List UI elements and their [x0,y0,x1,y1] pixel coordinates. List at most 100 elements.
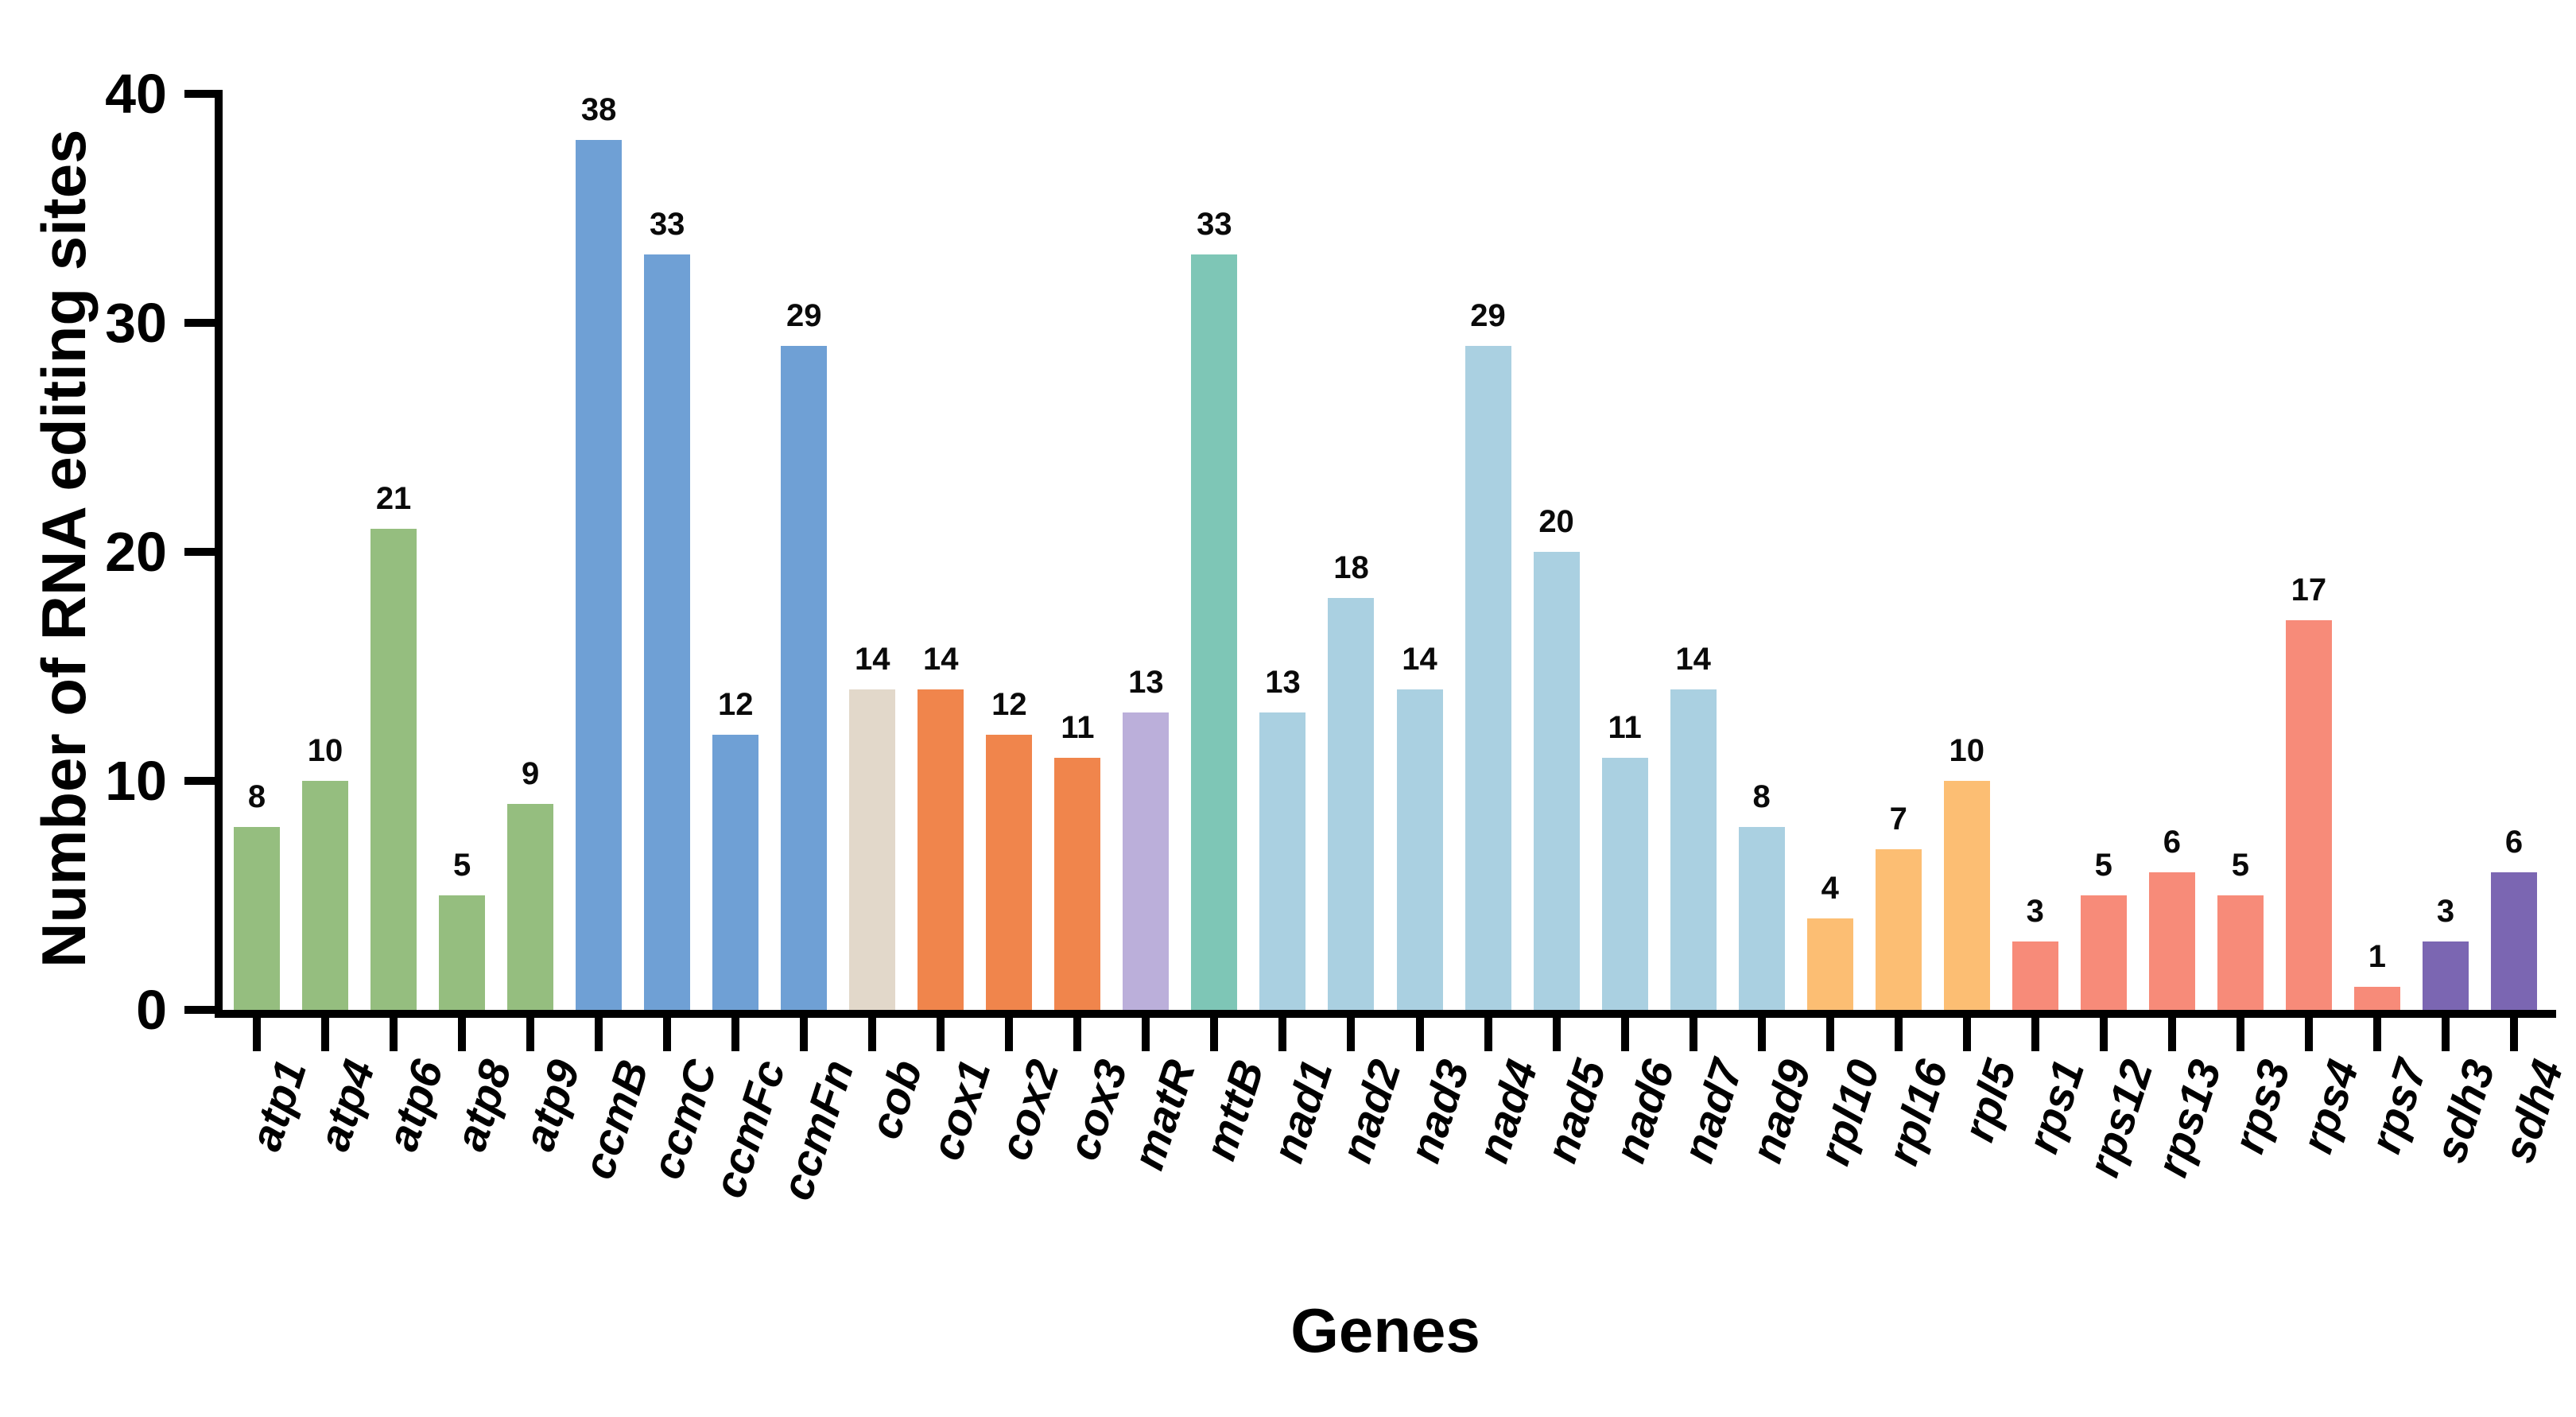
bar-value-label: 33 [1197,206,1232,242]
x-tick [1620,1018,1629,1051]
x-tick [1278,1018,1287,1051]
bar [234,826,280,1010]
bar-value-label: 6 [2163,825,2181,860]
x-tick [2099,1018,2108,1051]
x-tick [800,1018,809,1051]
y-tick-label: 0 [136,979,167,1041]
gene-tick-label: matR [1123,1054,1205,1176]
x-tick [1552,1018,1561,1051]
gene-tick-label: rps1 [2017,1054,2094,1159]
bar [2353,987,2400,1010]
bar-value-label: 9 [522,755,540,791]
x-tick [458,1018,467,1051]
gene-tick-label: atp1 [239,1054,316,1157]
x-tick [1073,1018,1082,1051]
gene-tick-label: rpl10 [1808,1054,1889,1171]
bar-value-label: 29 [1470,297,1506,333]
gene-tick-label: cob [859,1054,932,1145]
bar-value-label: 3 [2026,893,2044,929]
gene-tick-label: nad6 [1604,1054,1684,1169]
x-tick [1894,1018,1903,1051]
bar-value-label: 13 [1128,664,1164,700]
bar [1465,345,1511,1010]
bar [781,345,828,1010]
gene-tick-label: atp9 [513,1054,590,1157]
bar-value-label: 5 [2094,848,2112,883]
bar [1191,254,1238,1010]
gene-tick-label: atp8 [444,1054,522,1157]
x-axis-line [215,1010,2556,1018]
gene-tick-label: sdh3 [2424,1054,2504,1169]
x-tick [2167,1018,2176,1051]
bar [507,803,554,1010]
gene-tick-label: nad9 [1740,1054,1821,1169]
bar-value-label: 21 [375,481,412,517]
gene-tick-label: nad2 [1330,1054,1410,1169]
gene-tick-label: cox2 [988,1054,1069,1167]
x-tick [253,1018,261,1051]
x-tick [390,1018,398,1051]
bar [2012,941,2058,1010]
bar-value-label: 5 [452,848,471,883]
y-tick-label: 30 [105,292,167,354]
gene-tick-label: rps4 [2291,1054,2368,1159]
bar-value-label: 14 [923,641,959,677]
bar [1806,918,1853,1010]
bar [2217,895,2264,1010]
bar-value-label: 11 [1061,710,1095,746]
gene-tick-label: cox1 [920,1054,1000,1167]
bar [1054,758,1101,1010]
bar [2080,895,2127,1010]
y-tick-label: 40 [105,63,167,125]
bar [1670,689,1717,1010]
bar-value-label: 8 [1752,778,1771,814]
x-tick [1757,1018,1766,1051]
y-axis-line [215,90,223,1018]
bar [1533,552,1580,1010]
bar-value-label: 8 [247,778,266,814]
x-tick [2304,1018,2313,1051]
bar-value-label: 18 [1333,549,1369,585]
bar-value-label: 14 [1675,641,1711,677]
x-tick [321,1018,330,1051]
x-tick [2031,1018,2039,1051]
gene-tick-label: cox3 [1057,1054,1137,1167]
y-tick [184,548,215,556]
bar-value-label: 4 [1821,870,1839,906]
bar-value-label: 12 [991,687,1027,723]
gene-tick-label: nad7 [1672,1054,1752,1169]
bar-value-label: 10 [1949,733,1985,768]
bar-value-label: 6 [2504,825,2524,860]
bar-value-label: 29 [786,297,822,333]
bar-value-label: 12 [717,687,754,723]
y-tick [184,319,215,327]
bar-value-label: 14 [855,641,890,677]
x-tick [2441,1018,2450,1051]
bar-value-label: 1 [2368,939,2387,975]
bar-value-label: 38 [580,91,617,127]
y-tick-label: 20 [105,521,167,583]
bar-value-label: 20 [1538,504,1574,539]
x-tick [1347,1018,1356,1051]
x-tick [868,1018,877,1051]
x-tick [1689,1018,1697,1051]
x-tick [1484,1018,1492,1051]
bar [1875,849,1922,1010]
bar [2285,620,2332,1010]
bar [2490,872,2537,1010]
bar [1601,758,1648,1010]
x-tick [526,1018,535,1051]
bar [370,529,417,1010]
y-tick-label: 10 [105,750,167,812]
gene-tick-label: rps7 [2359,1054,2436,1159]
x-tick [1825,1018,1834,1051]
x-tick [1962,1018,1971,1051]
x-tick [1415,1018,1424,1051]
x-axis-title: Genes [1290,1295,1480,1365]
gene-tick-label: nad5 [1535,1054,1616,1169]
bar-value-label: 33 [649,206,685,242]
bar [1738,826,1785,1010]
gene-tick-label: atp6 [376,1054,453,1157]
bar [2422,941,2469,1010]
